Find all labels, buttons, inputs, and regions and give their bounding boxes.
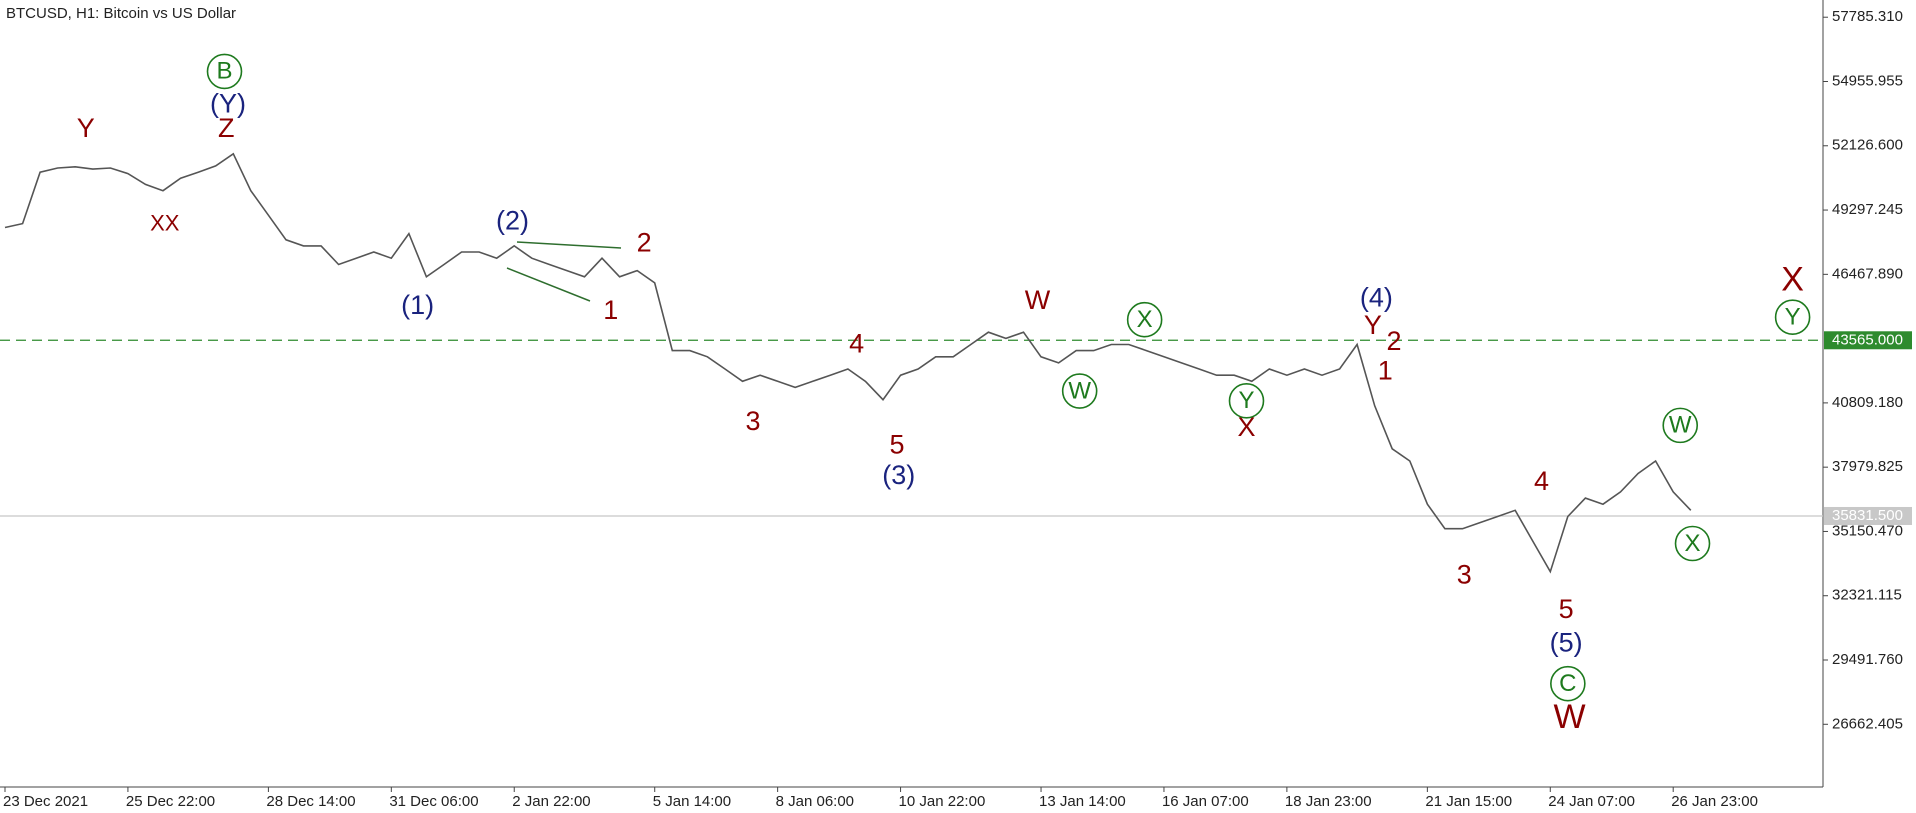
wave-label: 3 (1457, 560, 1472, 590)
x-tick-label: 21 Jan 15:00 (1425, 793, 1512, 810)
level-label-box (1824, 331, 1912, 350)
x-tick-label: 2 Jan 22:00 (512, 793, 590, 810)
wave-label: XX (150, 211, 180, 236)
wave-label: W (1068, 377, 1091, 404)
y-tick-label: 37979.825 (1832, 458, 1903, 475)
y-tick-label: 26662.405 (1832, 715, 1903, 732)
wave-label: 5 (1559, 594, 1574, 624)
level-label: 35831.500 (1832, 507, 1903, 524)
y-tick-label: 54955.955 (1832, 72, 1903, 89)
wave-circle (1061, 373, 1098, 409)
x-tick-label: 23 Dec 2021 (3, 793, 88, 810)
wave-label: (4) (1360, 283, 1393, 313)
wave-label: C (1559, 670, 1576, 697)
level-label: 43565.000 (1832, 331, 1903, 348)
x-tick-label: 26 Jan 23:00 (1671, 793, 1758, 810)
x-tick-label: 10 Jan 22:00 (899, 793, 986, 810)
y-tick-label: 49297.245 (1832, 201, 1903, 218)
wave-label: 1 (1378, 356, 1393, 386)
wave-label: Z (218, 113, 235, 143)
wave-label: Y (77, 113, 95, 143)
wave-label: W (1669, 412, 1692, 439)
price-line (4, 152, 1692, 574)
wave-circle (1662, 407, 1699, 444)
wave-label: (Y) (210, 89, 246, 119)
x-tick-label: 16 Jan 07:00 (1162, 793, 1249, 810)
wave-label: 2 (1386, 326, 1401, 356)
y-tick-label: 46467.890 (1832, 265, 1903, 282)
wave-label: Y (1364, 310, 1382, 340)
x-tick-label: 5 Jan 14:00 (653, 793, 731, 810)
y-tick-label: 40809.180 (1832, 394, 1903, 411)
trend-line (516, 241, 622, 249)
y-tick-label: 35150.470 (1832, 522, 1903, 539)
x-tick-label: 31 Dec 06:00 (389, 793, 478, 810)
wave-label: Y (1238, 387, 1254, 414)
wave-label: X (1781, 260, 1804, 298)
wave-circle (1774, 299, 1811, 336)
wave-label: B (216, 58, 232, 85)
y-tick-label: 29491.760 (1832, 651, 1903, 668)
wave-label: (5) (1550, 627, 1583, 657)
level-label-box (1824, 506, 1912, 525)
wave-label: 1 (603, 295, 618, 325)
y-tick-label: 57785.310 (1832, 8, 1903, 25)
chart-title: BTCUSD, H1: Bitcoin vs US Dollar (6, 5, 236, 22)
wave-label: W (1025, 285, 1051, 315)
wave-label: 4 (1534, 466, 1549, 496)
x-tick-label: 18 Jan 23:00 (1285, 793, 1372, 810)
wave-circle (1228, 383, 1265, 419)
wave-label: W (1554, 698, 1586, 736)
wave-label: 5 (890, 429, 905, 459)
wave-label: X (1685, 530, 1701, 557)
x-tick-label: 13 Jan 14:00 (1039, 793, 1126, 810)
wave-label: (3) (882, 460, 915, 490)
wave-label: 2 (637, 228, 652, 258)
wave-circle (206, 53, 243, 90)
y-tick-label: 52126.600 (1832, 137, 1903, 154)
trend-line (506, 267, 591, 302)
wave-label: (2) (496, 205, 529, 235)
x-tick-label: 8 Jan 06:00 (776, 793, 854, 810)
x-tick-label: 28 Dec 14:00 (266, 793, 355, 810)
wave-label: X (1137, 306, 1153, 333)
x-tick-label: 24 Jan 07:00 (1548, 793, 1635, 810)
wave-label: X (1237, 412, 1255, 442)
wave-label: (1) (401, 290, 434, 320)
wave-label: 3 (746, 406, 761, 436)
wave-circle (1126, 301, 1163, 338)
y-tick-label: 32321.115 (1832, 587, 1902, 604)
wave-circle (1674, 525, 1711, 562)
wave-label: Y (1785, 304, 1801, 331)
wave-circle (1550, 665, 1586, 702)
wave-label: 4 (849, 329, 864, 359)
x-tick-label: 25 Dec 22:00 (126, 793, 215, 810)
